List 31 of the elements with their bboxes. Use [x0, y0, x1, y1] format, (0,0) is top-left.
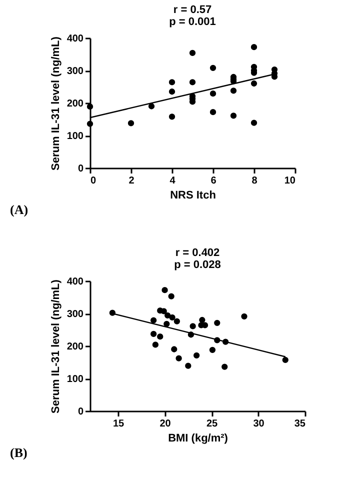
- y-tick-label: 100: [66, 374, 84, 385]
- x-tick-label: 2: [128, 176, 135, 186]
- chart-subtitle: p = 0.001: [169, 16, 216, 28]
- text: (B): [10, 445, 28, 460]
- y-tick-label: 300: [66, 309, 84, 320]
- x-tick-label: 8: [252, 176, 258, 186]
- x-tick-label: 6: [210, 176, 217, 186]
- x-tick-label: 0: [90, 176, 96, 186]
- y-tick-label: 0: [78, 406, 84, 418]
- x-axis-title: NRS Itch: [170, 190, 216, 202]
- y-tick-label: 200: [66, 342, 84, 352]
- y-tick-label: 100: [66, 131, 84, 142]
- chart-title: r = 0.402: [175, 247, 220, 259]
- y-axis-title: Serum IL-31 level (ng/mL): [50, 36, 62, 170]
- y-tick-label: 200: [66, 98, 84, 110]
- y-tick-label: 400: [66, 276, 84, 288]
- x-tick-label: 25: [206, 418, 218, 430]
- chart-subtitle: p = 0.028: [174, 259, 221, 271]
- x-tick-label: 30: [253, 418, 265, 430]
- x-tick-label: 10: [284, 176, 296, 186]
- y-tick-label: 300: [66, 66, 84, 77]
- y-tick-label: 0: [78, 164, 84, 174]
- x-tick-label: 35: [294, 418, 306, 430]
- x-axis-title: BMI (kg/m²): [168, 432, 228, 444]
- chart-title: r = 0.57: [173, 4, 212, 16]
- text: (A): [10, 202, 28, 217]
- x-tick-label: 4: [170, 176, 176, 186]
- y-axis-title: Serum IL-31 level (ng/mL): [50, 279, 62, 414]
- x-tick-label: 15: [112, 418, 125, 430]
- y-tick-label: 400: [66, 34, 84, 44]
- x-tick-label: 20: [160, 418, 172, 430]
